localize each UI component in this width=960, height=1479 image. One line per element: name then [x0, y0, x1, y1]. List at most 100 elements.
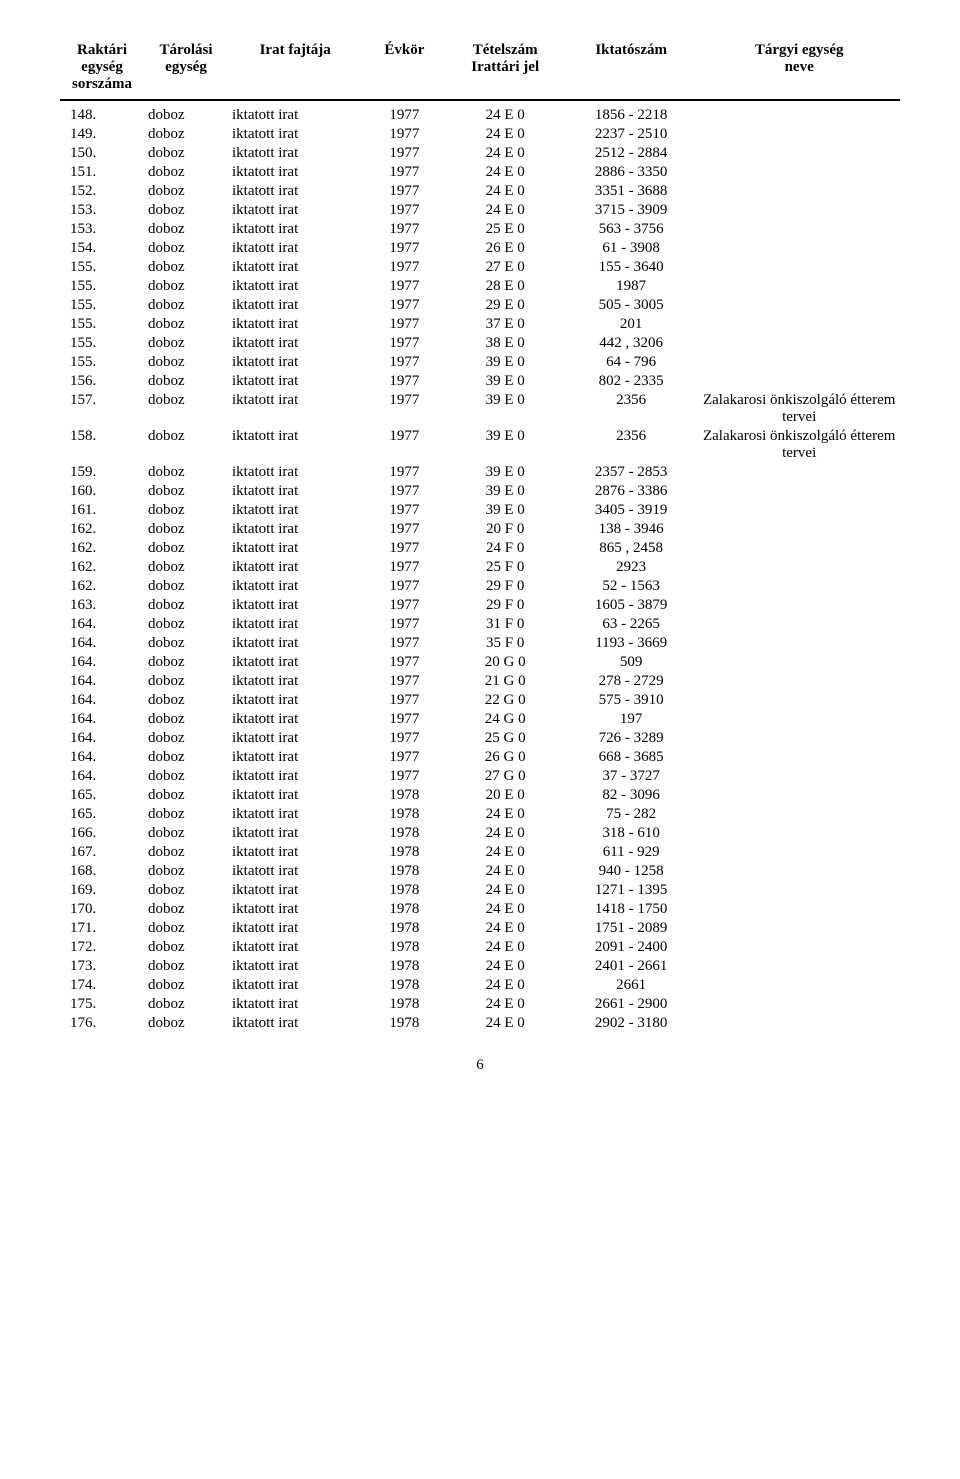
- cell-irat: iktatott irat: [228, 482, 362, 501]
- header-sorszama-line1: Raktári: [77, 42, 127, 58]
- cell-tetel: 24 E 0: [446, 957, 564, 976]
- cell-targyi: [698, 106, 900, 125]
- cell-ev: 1978: [362, 862, 446, 881]
- header-tarolasi: Tárolási egység: [144, 40, 228, 100]
- cell-ev: 1978: [362, 843, 446, 862]
- header-iktatoszam-line1: Iktatószám: [595, 42, 667, 58]
- cell-iktato: 37 - 3727: [564, 767, 698, 786]
- cell-irat: iktatott irat: [228, 315, 362, 334]
- header-tetelszam-line1: Tételszám: [473, 42, 538, 58]
- cell-tetel: 26 E 0: [446, 239, 564, 258]
- table-row: 162.doboziktatott irat197724 F 0865 , 24…: [60, 539, 900, 558]
- cell-iktato: 64 - 796: [564, 353, 698, 372]
- cell-targyi: [698, 596, 900, 615]
- cell-irat: iktatott irat: [228, 748, 362, 767]
- cell-targyi: [698, 938, 900, 957]
- cell-tarolasi: doboz: [144, 482, 228, 501]
- cell-ev: 1977: [362, 463, 446, 482]
- cell-ev: 1977: [362, 239, 446, 258]
- cell-targyi: [698, 634, 900, 653]
- cell-sorszam: 148.: [60, 106, 144, 125]
- cell-ev: 1977: [362, 258, 446, 277]
- cell-iktato: 726 - 3289: [564, 729, 698, 748]
- table-row: 159.doboziktatott irat197739 E 02357 - 2…: [60, 463, 900, 482]
- table-row: 155.doboziktatott irat197729 E 0505 - 30…: [60, 296, 900, 315]
- cell-sorszam: 164.: [60, 653, 144, 672]
- cell-iktato: 75 - 282: [564, 805, 698, 824]
- cell-irat: iktatott irat: [228, 691, 362, 710]
- cell-targyi: [698, 520, 900, 539]
- cell-targyi: [698, 258, 900, 277]
- cell-targyi: Zalakarosi önkiszolgáló étterem tervei: [698, 427, 900, 463]
- cell-iktato: 155 - 3640: [564, 258, 698, 277]
- cell-iktato: 2923: [564, 558, 698, 577]
- cell-tetel: 37 E 0: [446, 315, 564, 334]
- cell-sorszam: 170.: [60, 900, 144, 919]
- table-row: 162.doboziktatott irat197720 F 0138 - 39…: [60, 520, 900, 539]
- table-row: 149.doboziktatott irat197724 E 02237 - 2…: [60, 125, 900, 144]
- cell-iktato: 3351 - 3688: [564, 182, 698, 201]
- cell-tarolasi: doboz: [144, 239, 228, 258]
- cell-sorszam: 162.: [60, 539, 144, 558]
- cell-targyi: [698, 957, 900, 976]
- header-sorszama-line2: egység: [81, 59, 123, 75]
- table-row: 155.doboziktatott irat197739 E 064 - 796: [60, 353, 900, 372]
- cell-targyi: [698, 843, 900, 862]
- cell-targyi: [698, 710, 900, 729]
- cell-irat: iktatott irat: [228, 353, 362, 372]
- table-row: 155.doboziktatott irat197737 E 0201: [60, 315, 900, 334]
- cell-iktato: 318 - 610: [564, 824, 698, 843]
- cell-iktato: 563 - 3756: [564, 220, 698, 239]
- cell-tetel: 25 G 0: [446, 729, 564, 748]
- cell-irat: iktatott irat: [228, 220, 362, 239]
- cell-targyi: [698, 182, 900, 201]
- cell-tarolasi: doboz: [144, 106, 228, 125]
- table-row: 161.doboziktatott irat197739 E 03405 - 3…: [60, 501, 900, 520]
- table-row: 164.doboziktatott irat197726 G 0668 - 36…: [60, 748, 900, 767]
- cell-irat: iktatott irat: [228, 372, 362, 391]
- cell-tetel: 20 G 0: [446, 653, 564, 672]
- cell-irat: iktatott irat: [228, 427, 362, 463]
- cell-ev: 1977: [362, 144, 446, 163]
- cell-sorszam: 164.: [60, 634, 144, 653]
- cell-irat: iktatott irat: [228, 957, 362, 976]
- cell-tetel: 24 E 0: [446, 201, 564, 220]
- cell-sorszam: 153.: [60, 220, 144, 239]
- cell-ev: 1977: [362, 106, 446, 125]
- header-evkor-line1: Évkör: [384, 42, 424, 58]
- cell-targyi: [698, 900, 900, 919]
- cell-iktato: 2401 - 2661: [564, 957, 698, 976]
- cell-ev: 1977: [362, 125, 446, 144]
- cell-tetel: 24 E 0: [446, 1014, 564, 1033]
- cell-ev: 1978: [362, 1014, 446, 1033]
- cell-sorszam: 155.: [60, 315, 144, 334]
- cell-sorszam: 163.: [60, 596, 144, 615]
- cell-irat: iktatott irat: [228, 786, 362, 805]
- cell-ev: 1977: [362, 220, 446, 239]
- cell-irat: iktatott irat: [228, 163, 362, 182]
- table-row: 162.doboziktatott irat197725 F 02923: [60, 558, 900, 577]
- table-row: 171.doboziktatott irat197824 E 01751 - 2…: [60, 919, 900, 938]
- cell-sorszam: 161.: [60, 501, 144, 520]
- cell-ev: 1978: [362, 995, 446, 1014]
- table-row: 150.doboziktatott irat197724 E 02512 - 2…: [60, 144, 900, 163]
- header-iktatoszam: Iktatószám: [564, 40, 698, 100]
- table-row: 155.doboziktatott irat197728 E 01987: [60, 277, 900, 296]
- cell-iktato: 2661 - 2900: [564, 995, 698, 1014]
- cell-targyi: [698, 163, 900, 182]
- cell-targyi: [698, 577, 900, 596]
- cell-tarolasi: doboz: [144, 463, 228, 482]
- cell-ev: 1977: [362, 315, 446, 334]
- cell-sorszam: 162.: [60, 520, 144, 539]
- cell-tarolasi: doboz: [144, 144, 228, 163]
- cell-irat: iktatott irat: [228, 201, 362, 220]
- cell-sorszam: 162.: [60, 577, 144, 596]
- cell-irat: iktatott irat: [228, 995, 362, 1014]
- cell-ev: 1978: [362, 824, 446, 843]
- cell-irat: iktatott irat: [228, 805, 362, 824]
- cell-targyi: [698, 334, 900, 353]
- table-row: 164.doboziktatott irat197720 G 0509: [60, 653, 900, 672]
- cell-irat: iktatott irat: [228, 463, 362, 482]
- cell-tetel: 39 E 0: [446, 501, 564, 520]
- cell-tarolasi: doboz: [144, 805, 228, 824]
